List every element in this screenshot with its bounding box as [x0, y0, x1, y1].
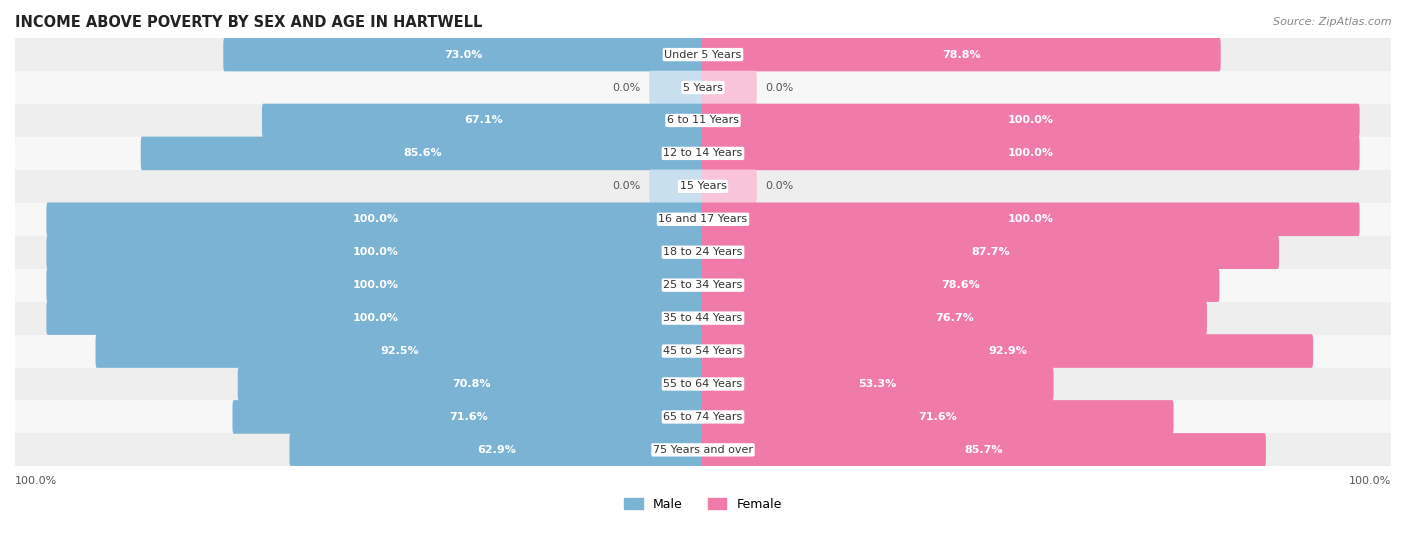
FancyBboxPatch shape: [232, 400, 704, 434]
Bar: [15, 367, 1391, 400]
Text: 100.0%: 100.0%: [15, 476, 58, 486]
FancyBboxPatch shape: [46, 202, 704, 236]
Text: 25 to 34 Years: 25 to 34 Years: [664, 280, 742, 290]
Text: 35 to 44 Years: 35 to 44 Years: [664, 313, 742, 323]
Text: 12 to 14 Years: 12 to 14 Years: [664, 148, 742, 158]
Text: 75 Years and over: 75 Years and over: [652, 445, 754, 455]
Bar: [15, 269, 1391, 302]
Text: 45 to 54 Years: 45 to 54 Years: [664, 346, 742, 356]
Bar: [15, 71, 1391, 104]
Text: 100.0%: 100.0%: [1008, 214, 1053, 224]
Text: 16 and 17 Years: 16 and 17 Years: [658, 214, 748, 224]
Text: 78.8%: 78.8%: [942, 50, 980, 60]
Text: 55 to 64 Years: 55 to 64 Years: [664, 379, 742, 389]
FancyBboxPatch shape: [702, 169, 756, 203]
FancyBboxPatch shape: [702, 433, 1265, 467]
Text: 73.0%: 73.0%: [444, 50, 484, 60]
Text: 18 to 24 Years: 18 to 24 Years: [664, 247, 742, 257]
Bar: [15, 170, 1391, 203]
Text: 100.0%: 100.0%: [1008, 148, 1053, 158]
Text: 15 Years: 15 Years: [679, 181, 727, 191]
FancyBboxPatch shape: [290, 433, 704, 467]
Text: INCOME ABOVE POVERTY BY SEX AND AGE IN HARTWELL: INCOME ABOVE POVERTY BY SEX AND AGE IN H…: [15, 15, 482, 30]
Bar: [15, 203, 1391, 236]
FancyBboxPatch shape: [702, 268, 1219, 302]
Text: 92.5%: 92.5%: [381, 346, 419, 356]
Text: 62.9%: 62.9%: [478, 445, 516, 455]
Bar: [15, 433, 1391, 466]
Bar: [15, 137, 1391, 170]
FancyBboxPatch shape: [262, 103, 704, 138]
FancyBboxPatch shape: [702, 103, 1360, 138]
FancyBboxPatch shape: [650, 71, 704, 105]
Text: 0.0%: 0.0%: [765, 181, 793, 191]
Text: 85.7%: 85.7%: [965, 445, 1002, 455]
Text: 100.0%: 100.0%: [353, 214, 398, 224]
Text: 67.1%: 67.1%: [464, 116, 502, 125]
FancyBboxPatch shape: [702, 367, 1053, 401]
Text: Source: ZipAtlas.com: Source: ZipAtlas.com: [1274, 17, 1392, 27]
FancyBboxPatch shape: [702, 38, 1220, 72]
FancyBboxPatch shape: [702, 235, 1279, 269]
Text: 76.7%: 76.7%: [935, 313, 974, 323]
Text: 100.0%: 100.0%: [353, 247, 398, 257]
Text: 65 to 74 Years: 65 to 74 Years: [664, 412, 742, 422]
FancyBboxPatch shape: [702, 400, 1174, 434]
Text: Under 5 Years: Under 5 Years: [665, 50, 741, 60]
Text: 78.6%: 78.6%: [941, 280, 980, 290]
Text: 85.6%: 85.6%: [404, 148, 441, 158]
FancyBboxPatch shape: [224, 38, 704, 72]
FancyBboxPatch shape: [702, 136, 1360, 170]
FancyBboxPatch shape: [46, 268, 704, 302]
Text: 5 Years: 5 Years: [683, 83, 723, 93]
Bar: [15, 236, 1391, 269]
Text: 87.7%: 87.7%: [972, 247, 1010, 257]
FancyBboxPatch shape: [238, 367, 704, 401]
FancyBboxPatch shape: [46, 235, 704, 269]
Bar: [15, 104, 1391, 137]
Text: 70.8%: 70.8%: [451, 379, 491, 389]
Text: 92.9%: 92.9%: [988, 346, 1026, 356]
FancyBboxPatch shape: [141, 136, 704, 170]
FancyBboxPatch shape: [702, 71, 756, 105]
Bar: [15, 400, 1391, 433]
Text: 0.0%: 0.0%: [613, 83, 641, 93]
Bar: [15, 335, 1391, 367]
FancyBboxPatch shape: [702, 334, 1313, 368]
FancyBboxPatch shape: [96, 334, 704, 368]
Bar: [15, 302, 1391, 335]
Text: 71.6%: 71.6%: [918, 412, 957, 422]
FancyBboxPatch shape: [702, 202, 1360, 236]
Text: 100.0%: 100.0%: [1348, 476, 1391, 486]
Text: 0.0%: 0.0%: [613, 181, 641, 191]
Text: 0.0%: 0.0%: [765, 83, 793, 93]
Text: 100.0%: 100.0%: [353, 280, 398, 290]
FancyBboxPatch shape: [650, 169, 704, 203]
Text: 100.0%: 100.0%: [353, 313, 398, 323]
FancyBboxPatch shape: [702, 301, 1206, 335]
FancyBboxPatch shape: [46, 301, 704, 335]
Text: 6 to 11 Years: 6 to 11 Years: [666, 116, 740, 125]
Text: 100.0%: 100.0%: [1008, 116, 1053, 125]
Bar: [15, 38, 1391, 71]
Text: 71.6%: 71.6%: [449, 412, 488, 422]
Legend: Male, Female: Male, Female: [619, 493, 787, 516]
Text: 53.3%: 53.3%: [859, 379, 897, 389]
